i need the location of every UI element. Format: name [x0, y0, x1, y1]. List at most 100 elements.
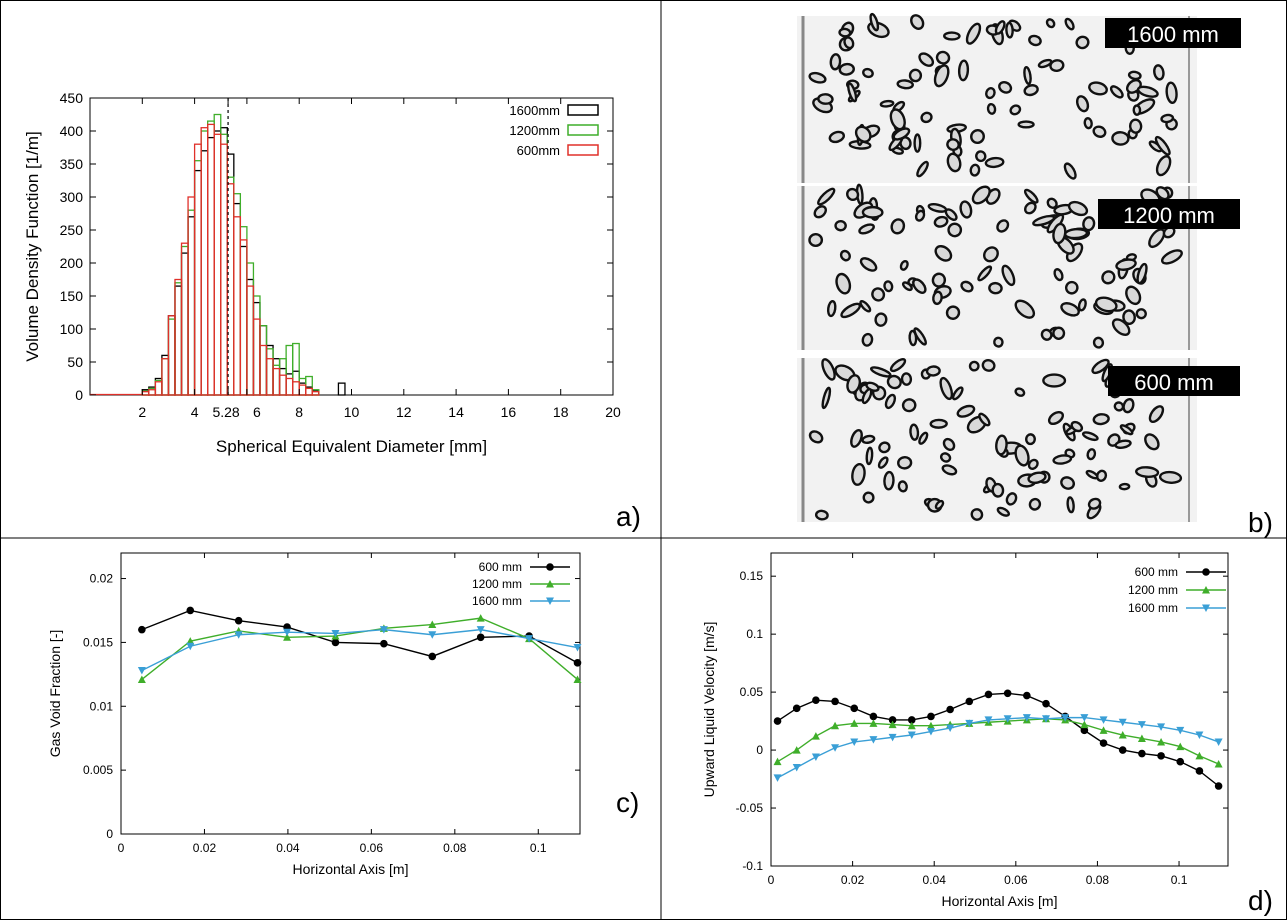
- histogram-bar: [272, 358, 281, 396]
- bubble: [1155, 155, 1172, 177]
- bubble: [1060, 302, 1080, 317]
- bubble: [933, 64, 950, 88]
- data-point: [234, 631, 243, 639]
- data-point: [137, 667, 146, 675]
- bubble: [1128, 118, 1143, 134]
- bubble: [960, 280, 974, 293]
- bubble: [910, 14, 925, 30]
- line-series-1200mm: [137, 614, 582, 683]
- bubble: [996, 219, 1010, 233]
- histogram-bar: [167, 318, 176, 396]
- bubble: [1165, 81, 1178, 104]
- bubble: [956, 404, 976, 418]
- bubble: [808, 71, 827, 84]
- bubble: [912, 278, 927, 294]
- bubble: [826, 299, 837, 318]
- data-point: [946, 724, 955, 733]
- histogram-bar: [174, 282, 183, 396]
- bubble: [838, 27, 852, 38]
- bubble: [945, 305, 961, 320]
- histogram-bar: [154, 379, 163, 396]
- bubble: [858, 223, 875, 235]
- bubble: [862, 491, 875, 504]
- x-tick-label: 12: [396, 404, 412, 420]
- bubble: [925, 365, 941, 377]
- y-tick-label: 50: [67, 354, 83, 370]
- data-point: [1080, 714, 1089, 722]
- legend-label: 1600mm: [509, 103, 560, 118]
- bubble: [846, 187, 860, 202]
- histogram-bar: [187, 216, 196, 396]
- histogram-bar: [233, 216, 242, 396]
- bubble: [1028, 34, 1042, 47]
- bubble: [933, 215, 949, 228]
- bubble: [998, 80, 1013, 94]
- line-series-600mm: [138, 606, 582, 667]
- photo-label-600: 600 mm: [1134, 370, 1213, 395]
- histogram-bar: [220, 143, 228, 396]
- data-point: [1118, 731, 1127, 739]
- histogram-bar: [239, 226, 248, 396]
- data-point: [1176, 757, 1185, 766]
- bubble: [901, 281, 913, 292]
- y-tick-label: 450: [60, 90, 84, 106]
- bubble: [879, 99, 895, 108]
- bubble: [965, 22, 982, 45]
- data-point: [1003, 715, 1012, 723]
- bubble: [951, 386, 964, 401]
- bubble: [942, 437, 956, 452]
- bubble: [1066, 496, 1075, 514]
- y-tick-label: 0: [75, 387, 83, 403]
- bubble: [983, 246, 999, 263]
- bubble: [828, 130, 846, 144]
- bubble: [1118, 482, 1131, 491]
- histogram-bar: [259, 325, 268, 396]
- histogram-bar: [213, 130, 222, 396]
- histogram-bar: [154, 381, 163, 396]
- bubble: [1028, 497, 1042, 511]
- bubble: [1032, 214, 1056, 227]
- bubble: [1088, 81, 1108, 96]
- bubble: [1160, 249, 1183, 265]
- x-axis-title: Spherical Equivalent Diameter [mm]: [216, 437, 487, 456]
- bubble: [946, 152, 962, 173]
- data-point: [428, 631, 437, 639]
- bubble: [994, 20, 1006, 35]
- photo-label-box-1600: [1105, 18, 1241, 48]
- bubble: [1060, 476, 1076, 490]
- bubble: [808, 232, 824, 248]
- data-point: [573, 675, 582, 683]
- series-line: [141, 617, 578, 680]
- bubble: [878, 441, 891, 454]
- bubble: [1064, 17, 1075, 31]
- x-tick-label: 0: [768, 873, 775, 887]
- line-series-1600mm: [137, 626, 582, 675]
- bubble: [1005, 492, 1018, 506]
- bubble: [821, 386, 832, 410]
- data-point: [1214, 738, 1223, 746]
- bubble: [1049, 59, 1065, 72]
- bubble: [813, 205, 827, 219]
- bubble: [996, 506, 1011, 517]
- legend-marker: [546, 580, 554, 588]
- data-point: [331, 638, 340, 647]
- bubble: [1052, 222, 1067, 245]
- bubble: [843, 36, 855, 50]
- bubble: [988, 281, 1003, 295]
- bubble: [1063, 162, 1077, 180]
- y-tick-label: 150: [60, 288, 84, 304]
- histogram-bar: [278, 358, 287, 396]
- bubble: [1119, 424, 1134, 436]
- y-tick-label: 0.1: [746, 627, 763, 641]
- histogram-bar: [246, 278, 255, 396]
- bubble-cluster-top: [801, 12, 1190, 183]
- y-tick-label: 300: [60, 189, 84, 205]
- legend-label: 600 mm: [1135, 565, 1178, 579]
- bubble: [886, 374, 902, 390]
- data-point: [1137, 721, 1146, 729]
- bubble: [971, 185, 991, 205]
- panel-label-b: b): [1248, 507, 1273, 538]
- data-point: [573, 644, 582, 652]
- bubble: [1125, 285, 1142, 306]
- histogram-bar: [305, 387, 313, 396]
